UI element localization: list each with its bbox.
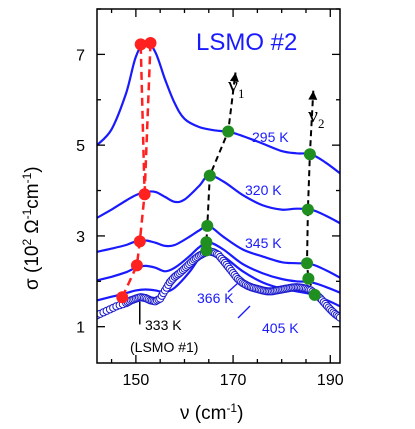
green-marker: [303, 148, 316, 161]
green-marker: [222, 125, 235, 138]
red-marker: [144, 37, 157, 49]
reference-label: 333 K: [145, 317, 182, 333]
mode-label-v2: ν2: [308, 102, 324, 131]
x-tick-label: 170: [220, 372, 247, 389]
v2-guide-arrow-arrowhead: [308, 90, 318, 100]
series-line-320k: [97, 174, 340, 225]
red-marker: [134, 38, 147, 51]
green-marker: [301, 257, 313, 270]
x-tick-label: 190: [317, 372, 344, 389]
x-axis-title: ν (cm-1): [180, 401, 243, 424]
series-label-405: 405 K: [262, 320, 299, 336]
green-marker: [201, 219, 214, 232]
red-marker: [116, 291, 129, 304]
y-axis-title: σ (102 Ω-1cm-1): [20, 166, 43, 290]
red-marker: [130, 259, 143, 272]
series-label-345: 345 K: [245, 235, 282, 251]
series-label-295: 295 K: [252, 129, 289, 145]
markers-layer: [116, 37, 321, 304]
v1-guide-arrow-arrowhead: [229, 72, 239, 83]
y-tick-label: 3: [76, 229, 85, 246]
green-marker: [200, 236, 213, 249]
series-label-366: 366 K: [197, 290, 234, 306]
red-marker: [138, 188, 151, 201]
ticks-layer: 150 170 190 1 3 5 7: [76, 8, 344, 389]
red-guide-right: [143, 42, 152, 195]
y-tick-label: 5: [76, 138, 85, 155]
mode-label-v1: ν1: [228, 72, 244, 101]
plot-frame: [96, 8, 341, 364]
series-405-pointer: [237, 305, 251, 319]
series-line-295k: [97, 40, 340, 175]
x-tick-label: 150: [123, 372, 150, 389]
green-marker: [301, 203, 314, 216]
green-marker: [302, 272, 315, 285]
series-366-pointer: [227, 282, 239, 293]
red-guide-left: [121, 44, 146, 298]
arrows-layer: [121, 42, 318, 325]
reference-sublabel: (LSMO #1): [130, 339, 198, 355]
y-tick-label: 7: [76, 47, 85, 64]
red-marker: [133, 235, 146, 248]
series-label-320: 320 K: [245, 182, 282, 198]
chart-title: LSMO #2: [196, 29, 297, 56]
green-marker: [203, 169, 216, 182]
green-marker: [308, 288, 321, 301]
y-tick-label: 1: [76, 320, 85, 337]
v1-guide-arrow: [205, 72, 237, 251]
